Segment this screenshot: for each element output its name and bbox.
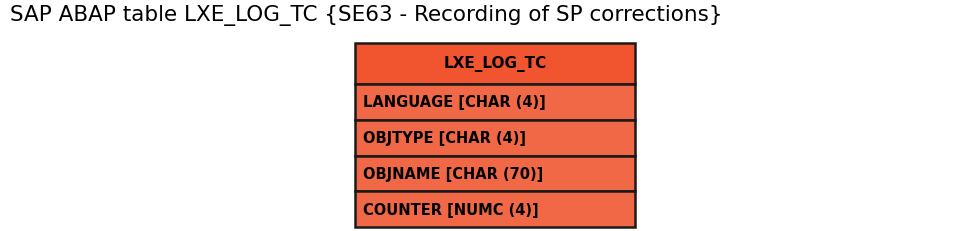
Bar (355, 85, 635, 120)
Bar (355, 156, 635, 191)
Text: OBJTYPE: OBJTYPE (363, 131, 434, 146)
Text: OBJNAME [CHAR (70)]: OBJNAME [CHAR (70)] (363, 166, 544, 181)
Bar (355, 120, 635, 156)
Text: OBJTYPE [CHAR (4)]: OBJTYPE [CHAR (4)] (363, 131, 526, 146)
Text: LANGUAGE [CHAR (4)]: LANGUAGE [CHAR (4)] (363, 95, 545, 110)
Text: OBJNAME: OBJNAME (363, 166, 440, 181)
Bar (355, 191, 635, 227)
Text: COUNTER [NUMC (4)]: COUNTER [NUMC (4)] (363, 202, 539, 217)
Text: SAP ABAP table LXE_LOG_TC {SE63 - Recording of SP corrections}: SAP ABAP table LXE_LOG_TC {SE63 - Record… (10, 5, 723, 26)
Text: LANGUAGE: LANGUAGE (363, 95, 454, 110)
Text: COUNTER: COUNTER (363, 202, 442, 217)
Text: LXE_LOG_TC: LXE_LOG_TC (443, 56, 546, 72)
Bar (355, 44, 635, 85)
